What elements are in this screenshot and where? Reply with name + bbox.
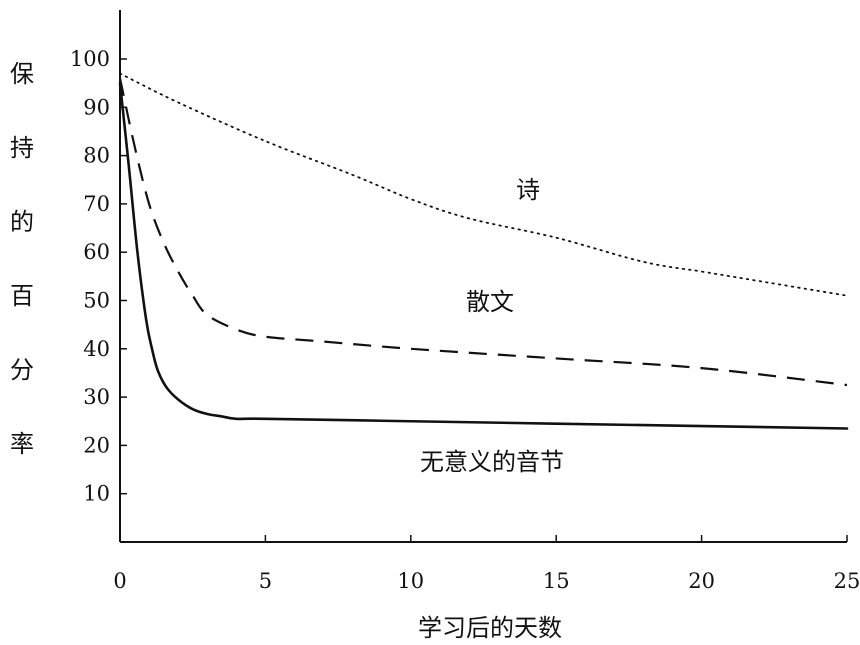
series-line-solid bbox=[118, 81, 849, 430]
y-tick-label: 70 bbox=[83, 192, 110, 216]
y-tick-label: 90 bbox=[83, 95, 110, 119]
axis-titles: 学习后的天数 保持的百分率 bbox=[10, 60, 562, 642]
series-label: 无意义的音节 bbox=[420, 448, 564, 476]
series-line-dashed bbox=[118, 78, 848, 387]
y-tick-label: 10 bbox=[83, 482, 110, 506]
series-label: 散文 bbox=[466, 288, 514, 316]
x-tick-label: 25 bbox=[834, 569, 860, 593]
y-tick-label: 80 bbox=[83, 144, 110, 168]
y-tick-label: 60 bbox=[83, 240, 110, 264]
y-tick-label: 100 bbox=[70, 47, 110, 71]
tick-labels: 10 20 30 40 50 60 70 80 90 100 0 5 10 15 20 25 bbox=[70, 47, 860, 593]
series-lines bbox=[118, 72, 849, 430]
y-tick-label: 50 bbox=[83, 289, 110, 313]
x-tick-label: 5 bbox=[259, 569, 272, 593]
x-tick-label: 0 bbox=[113, 569, 126, 593]
x-tick-label: 20 bbox=[688, 569, 715, 593]
x-tick-label: 10 bbox=[397, 569, 424, 593]
y-tick-label: 40 bbox=[83, 337, 110, 361]
y-axis-title: 保持的百分率 bbox=[10, 60, 34, 458]
series-label: 诗 bbox=[516, 176, 540, 204]
y-tick-label: 30 bbox=[83, 385, 110, 409]
axes bbox=[119, 10, 848, 543]
x-axis-title: 学习后的天数 bbox=[418, 614, 562, 642]
x-tick-label: 15 bbox=[543, 569, 570, 593]
y-tick-label: 20 bbox=[83, 433, 110, 457]
series-line-dotted bbox=[119, 72, 848, 297]
